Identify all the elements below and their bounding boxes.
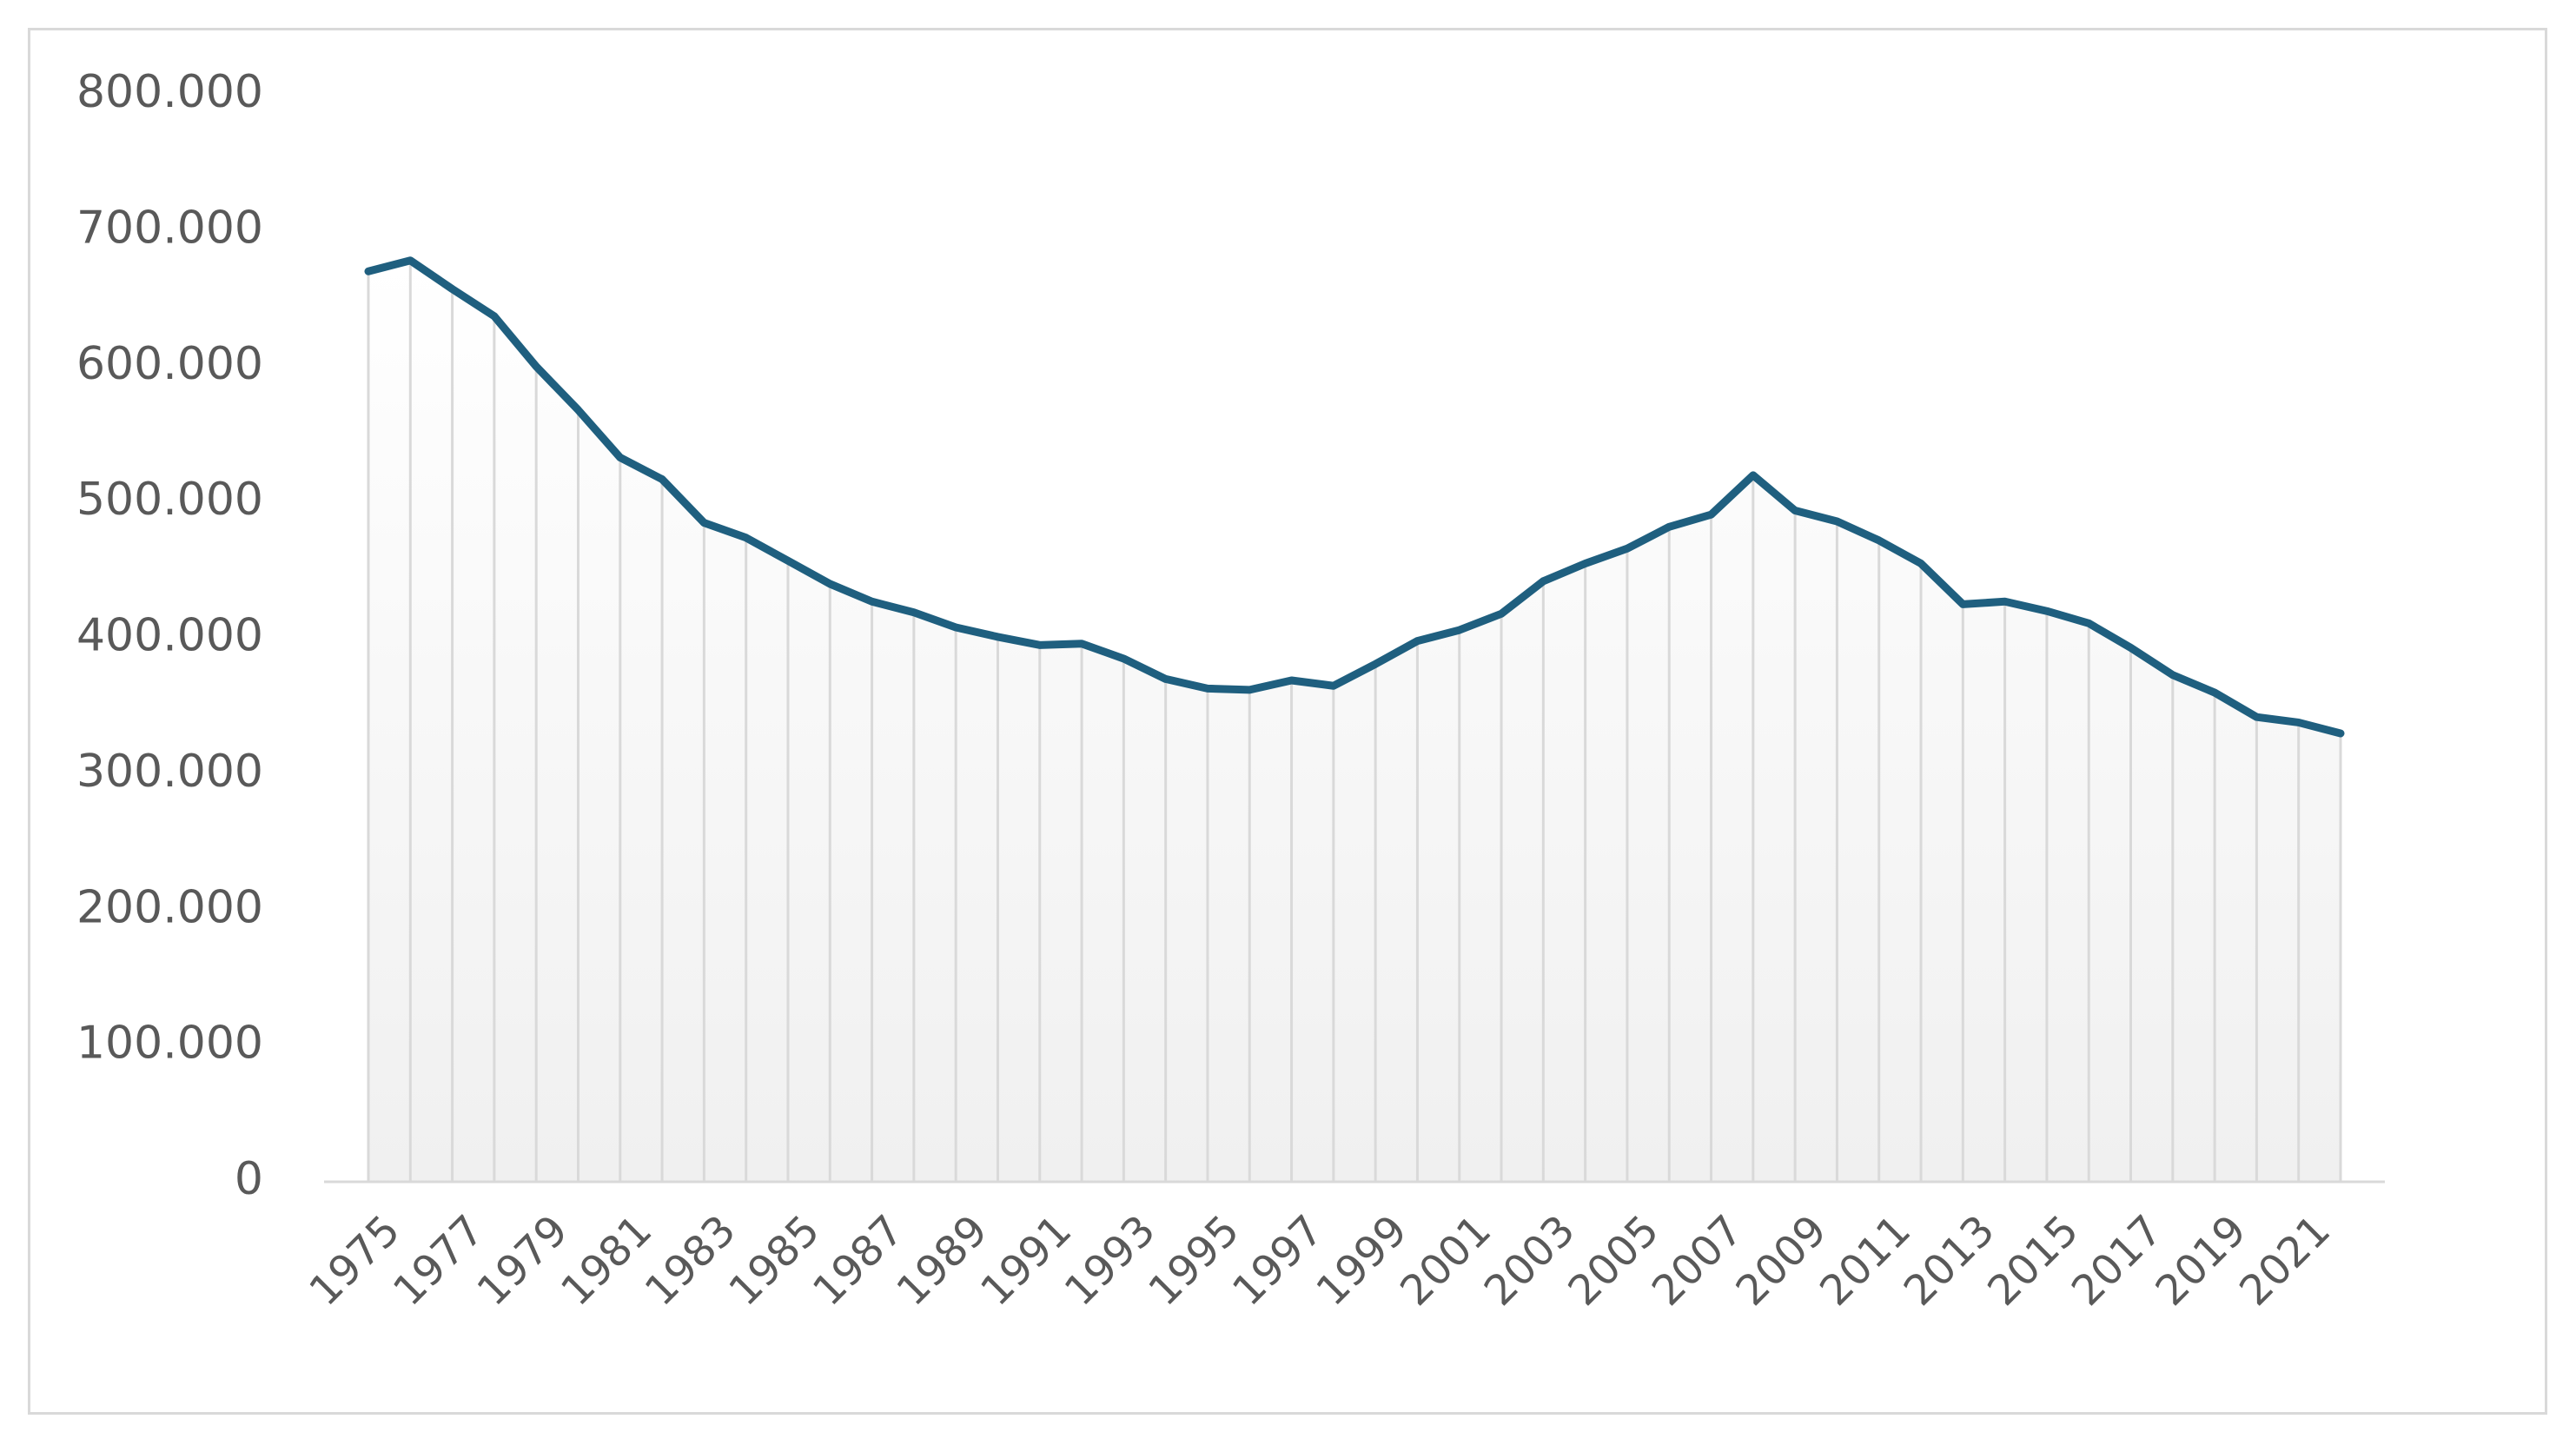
x-tick-label: 2003	[1475, 1206, 1585, 1316]
chart-frame: 0 100.000 200.000 300.000 400.000 500.000 600.…	[28, 28, 2547, 1415]
x-tick-label: 2011	[1811, 1206, 1920, 1316]
data-point-1975	[364, 267, 373, 275]
data-point-2022	[2336, 729, 2345, 738]
x-tick-label: 2013	[1895, 1206, 2004, 1316]
data-point-1990	[993, 633, 1002, 641]
drop-lines	[367, 260, 2342, 1182]
data-point-2003	[1539, 577, 1547, 586]
x-tick-label: 1989	[888, 1206, 997, 1316]
data-point-1996	[1245, 686, 1254, 694]
y-tick-label: 200.000	[76, 881, 263, 933]
x-tick-label: 1993	[1056, 1206, 1165, 1316]
x-tick-label: 1983	[636, 1206, 745, 1316]
x-tick-label: 1977	[384, 1206, 493, 1316]
y-tick-label: 800.000	[76, 66, 263, 118]
y-tick-label: 400.000	[76, 610, 263, 662]
data-point-1997	[1288, 676, 1296, 685]
data-point-2002	[1497, 609, 1506, 618]
data-point-1978	[490, 312, 499, 321]
x-tick-label: 2009	[1727, 1206, 1837, 1316]
data-point-2016	[2084, 619, 2093, 627]
y-axis-tick-labels: 0 100.000 200.000 300.000 400.000 500.000 600.…	[76, 66, 263, 1205]
data-point-2019	[2210, 688, 2219, 697]
x-tick-label: 2017	[2063, 1206, 2172, 1316]
data-point-1998	[1329, 681, 1338, 690]
y-tick-label: 700.000	[76, 202, 263, 254]
x-tick-label: 1985	[719, 1206, 829, 1316]
x-tick-label: 1987	[804, 1206, 913, 1316]
x-tick-label: 2001	[1391, 1206, 1500, 1316]
x-tick-label: 2021	[2230, 1206, 2340, 1316]
x-tick-label: 1997	[1223, 1206, 1333, 1316]
data-point-1977	[448, 285, 457, 294]
data-point-2007	[1707, 510, 1716, 519]
x-tick-label: 2005	[1559, 1206, 1668, 1316]
data-point-2015	[2043, 607, 2051, 615]
x-tick-label: 1979	[468, 1206, 578, 1316]
x-tick-label: 1991	[971, 1206, 1081, 1316]
plot-background-area	[368, 260, 2341, 1183]
series-area-fill	[368, 260, 2341, 1183]
data-point-2012	[1917, 559, 1925, 567]
data-point-2006	[1665, 522, 1673, 531]
data-point-2008	[1749, 471, 1758, 480]
data-point-1982	[658, 475, 666, 484]
x-tick-label: 1995	[1139, 1206, 1248, 1316]
line-chart: 0 100.000 200.000 300.000 400.000 500.000 600.…	[76, 66, 2385, 1316]
y-tick-label: 100.000	[76, 1018, 263, 1070]
data-point-2014	[2001, 597, 2010, 606]
data-point-1979	[532, 362, 540, 371]
data-point-2020	[2252, 713, 2261, 721]
data-point-2009	[1791, 507, 1799, 515]
x-tick-label: 1981	[552, 1206, 661, 1316]
data-point-2000	[1413, 637, 1421, 646]
data-point-1987	[868, 597, 877, 606]
x-tick-label: 2019	[2147, 1206, 2256, 1316]
data-point-1991	[1036, 640, 1044, 649]
series-line-group	[364, 256, 2345, 738]
data-point-1988	[910, 608, 918, 617]
y-tick-label: 600.000	[76, 338, 263, 390]
data-point-1995	[1203, 684, 1212, 693]
data-point-1986	[825, 580, 834, 588]
data-point-2021	[2295, 718, 2303, 726]
data-point-2001	[1455, 626, 1464, 634]
data-point-2005	[1623, 544, 1632, 553]
data-point-1994	[1162, 674, 1170, 683]
data-point-2004	[1581, 559, 1590, 567]
data-point-1989	[951, 623, 960, 632]
data-point-1992	[1077, 640, 1086, 648]
y-tick-label: 500.000	[76, 474, 263, 526]
x-tick-label: 2007	[1643, 1206, 1752, 1316]
data-point-1976	[406, 256, 414, 265]
data-point-2011	[1875, 536, 1884, 545]
data-point-1999	[1371, 660, 1380, 668]
x-tick-label: 1999	[1308, 1206, 1417, 1316]
data-point-1980	[573, 406, 582, 414]
data-point-2018	[2169, 671, 2177, 680]
data-point-2010	[1832, 517, 1841, 526]
x-axis-tick-labels: 1975197719791981198319851987198919911993…	[300, 1206, 2340, 1316]
data-point-2017	[2127, 643, 2136, 652]
y-tick-label: 300.000	[76, 746, 263, 798]
x-tick-label: 1975	[300, 1206, 409, 1316]
data-point-1983	[699, 519, 708, 527]
data-point-1985	[784, 556, 792, 565]
y-tick-label: 0	[235, 1153, 263, 1205]
series-line	[364, 256, 2345, 738]
data-point-2013	[1958, 600, 1967, 608]
data-point-1993	[1119, 654, 1128, 663]
data-point-1984	[742, 534, 751, 542]
x-tick-label: 2015	[1978, 1206, 2088, 1316]
data-point-1981	[616, 454, 625, 462]
